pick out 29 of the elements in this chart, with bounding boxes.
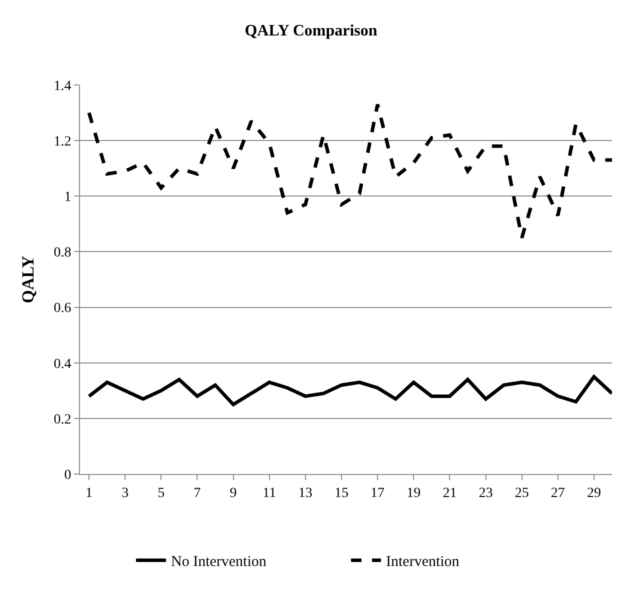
x-tick-label: 21 — [442, 486, 457, 501]
y-tick-label: 1.4 — [54, 78, 72, 94]
y-tick-label: 1.2 — [54, 134, 72, 150]
x-tick-label: 25 — [514, 486, 529, 501]
x-tick-label: 3 — [122, 486, 129, 501]
x-tick-label: 5 — [158, 486, 165, 501]
x-tick-label: 7 — [194, 486, 201, 501]
y-tick-label: 0.2 — [54, 412, 72, 428]
x-tick-label: 13 — [298, 486, 312, 501]
y-tick-label: 0 — [64, 468, 72, 483]
x-tick-label: 17 — [370, 486, 385, 501]
x-tick-label: 19 — [406, 486, 421, 501]
y-axis-title: QALY — [18, 256, 38, 304]
y-tick-label: 0.6 — [54, 301, 72, 316]
x-tick-label: 23 — [478, 486, 493, 501]
y-tick-label: 1 — [64, 190, 72, 206]
legend-label: Intervention — [386, 554, 460, 570]
y-tick-label: 0.8 — [54, 246, 72, 261]
x-tick-label: 1 — [86, 486, 93, 501]
legend-label: No Intervention — [171, 554, 267, 570]
chart-title: QALY Comparison — [244, 22, 378, 40]
x-tick-label: 27 — [550, 486, 565, 501]
x-tick-label: 29 — [586, 486, 601, 501]
x-tick-label: 15 — [334, 486, 348, 501]
y-tick-label: 0.4 — [54, 356, 72, 372]
x-tick-label: 9 — [230, 486, 237, 501]
line-series — [87, 375, 612, 406]
line-series — [87, 102, 612, 240]
x-tick-label: 11 — [262, 486, 276, 501]
